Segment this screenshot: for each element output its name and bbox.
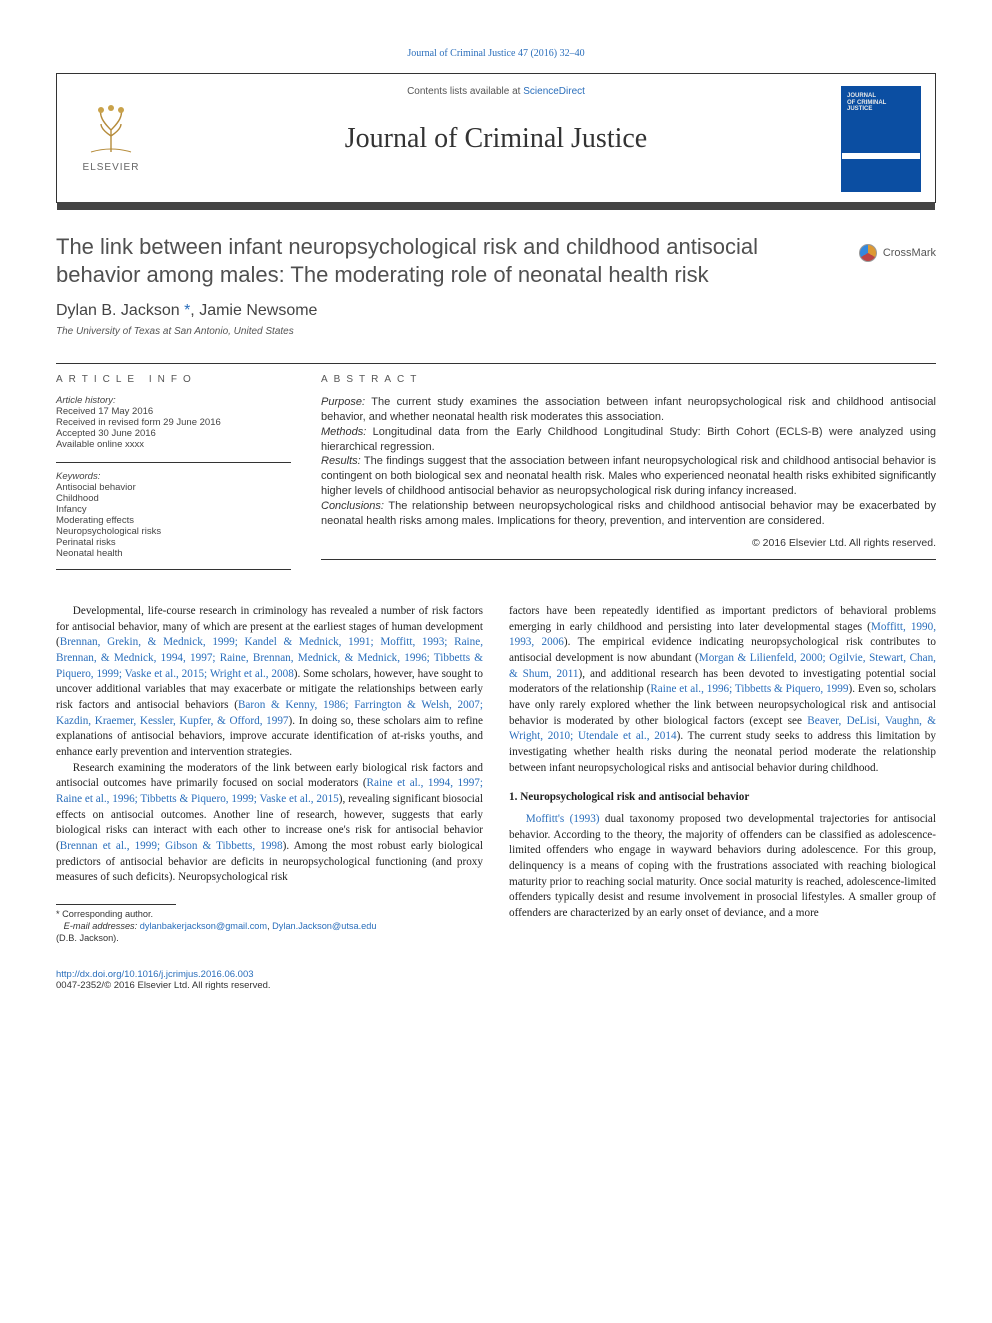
issn-copyright: 0047-2352/© 2016 Elsevier Ltd. All right…	[56, 980, 271, 991]
history-received: Received 17 May 2016	[56, 406, 291, 417]
journal-name: Journal of Criminal Justice	[57, 123, 935, 155]
article-title-line2: behavior among males: The moderating rol…	[56, 262, 709, 287]
keyword: Neuropsychological risks	[56, 526, 291, 537]
publisher-logo: ELSEVIER	[75, 102, 147, 173]
keywords-label: Keywords:	[56, 471, 291, 482]
top-citation-link[interactable]: Journal of Criminal Justice 47 (2016) 32…	[407, 48, 584, 59]
conclusions-label: Conclusions:	[321, 500, 384, 512]
email-link[interactable]: Dylan.Jackson@utsa.edu	[272, 921, 376, 931]
body-text: dual taxonomy proposed two developmental…	[509, 813, 936, 919]
citation-link[interactable]: Moffitt's (1993)	[526, 813, 600, 825]
top-citation: Journal of Criminal Justice 47 (2016) 32…	[56, 48, 936, 59]
sciencedirect-link[interactable]: ScienceDirect	[523, 86, 585, 97]
elsevier-tree-icon	[83, 102, 139, 158]
abstract-conclusions: Conclusions: The relationship between ne…	[321, 499, 936, 529]
article-title: The link between infant neuropsychologic…	[56, 233, 796, 288]
crossmark-icon	[859, 244, 877, 262]
email-label: E-mail addresses:	[64, 921, 138, 931]
email-link[interactable]: dylanbakerjackson@gmail.com	[140, 921, 267, 931]
email-footnote: E-mail addresses: dylanbakerjackson@gmai…	[56, 921, 483, 933]
citation-link[interactable]: Brennan et al., 1999; Gibson & Tibbetts,…	[60, 840, 283, 852]
cover-label: JOURNAL OF CRIMINAL JUSTICE	[842, 87, 920, 119]
info-divider	[56, 462, 291, 463]
keyword: Infancy	[56, 504, 291, 515]
body-para-4: Moffitt's (1993) dual taxonomy proposed …	[509, 812, 936, 922]
contents-available: Contents lists available at ScienceDirec…	[57, 86, 935, 97]
top-citation-cite: 47 (2016) 32–40	[518, 48, 585, 59]
results-label: Results:	[321, 455, 361, 467]
page-footer: http://dx.doi.org/10.1016/j.jcrimjus.201…	[56, 969, 936, 991]
history-accepted: Accepted 30 June 2016	[56, 428, 291, 439]
contents-prefix: Contents lists available at	[407, 86, 523, 97]
abstract: abstract Purpose: The current study exam…	[321, 363, 936, 570]
section-heading-1: 1. Neuropsychological risk and antisocia…	[509, 790, 936, 806]
journal-cover-thumb: JOURNAL OF CRIMINAL JUSTICE	[841, 86, 921, 192]
corresponding-footnote: * Corresponding author.	[56, 909, 483, 921]
crossmark-label: CrossMark	[883, 247, 936, 259]
purpose-text: The current study examines the associati…	[321, 396, 936, 423]
methods-label: Methods:	[321, 426, 366, 438]
history-label: Article history:	[56, 395, 291, 406]
body-para-3: factors have been repeatedly identified …	[509, 604, 936, 776]
body-para-2: Research examining the moderators of the…	[56, 761, 483, 886]
abstract-copyright: © 2016 Elsevier Ltd. All rights reserved…	[321, 537, 936, 549]
article-title-line1: The link between infant neuropsychologic…	[56, 234, 758, 259]
crossmark-badge[interactable]: CrossMark	[859, 244, 936, 262]
keyword: Neonatal health	[56, 548, 291, 559]
article-body: Developmental, life-course research in c…	[56, 604, 936, 945]
keyword: Perinatal risks	[56, 537, 291, 548]
footnote-rule	[56, 904, 176, 905]
article-info: article info Article history: Received 1…	[56, 363, 291, 570]
article-info-heading: article info	[56, 374, 291, 385]
footnotes: * Corresponding author. E-mail addresses…	[56, 909, 483, 945]
keyword: Antisocial behavior	[56, 482, 291, 493]
citation-link[interactable]: Raine et al., 1996; Tibbetts & Piquero, …	[650, 683, 848, 695]
corr-label: Corresponding author.	[62, 909, 153, 919]
abstract-purpose: Purpose: The current study examines the …	[321, 395, 936, 425]
keyword: Childhood	[56, 493, 291, 504]
top-citation-journal: Journal of Criminal Justice	[407, 48, 515, 59]
info-bottom-rule	[56, 569, 291, 570]
history-available: Available online xxxx	[56, 439, 291, 450]
conclusions-text: The relationship between neuropsychologi…	[321, 500, 936, 527]
purpose-label: Purpose:	[321, 396, 365, 408]
doi-link[interactable]: http://dx.doi.org/10.1016/j.jcrimjus.201…	[56, 969, 254, 980]
publisher-brand: ELSEVIER	[75, 162, 147, 173]
results-text: The findings suggest that the associatio…	[321, 455, 936, 497]
authors: Dylan B. Jackson *, Jamie Newsome	[56, 302, 936, 320]
cover-band	[842, 153, 920, 159]
abstract-methods: Methods: Longitudinal data from the Earl…	[321, 425, 936, 455]
affiliation: The University of Texas at San Antonio, …	[56, 326, 936, 337]
keyword: Moderating effects	[56, 515, 291, 526]
abstract-results: Results: The findings suggest that the a…	[321, 454, 936, 499]
abstract-bottom-rule	[321, 559, 936, 560]
journal-header: ELSEVIER Contents lists available at Sci…	[56, 73, 936, 203]
author-rest: , Jamie Newsome	[190, 302, 317, 319]
abstract-heading: abstract	[321, 374, 936, 385]
methods-text: Longitudinal data from the Early Childho…	[321, 426, 936, 453]
history-revised: Received in revised form 29 June 2016	[56, 417, 291, 428]
author-1: Dylan B. Jackson	[56, 302, 184, 319]
body-para-1: Developmental, life-course research in c…	[56, 604, 483, 761]
email-author: (D.B. Jackson).	[56, 933, 483, 945]
